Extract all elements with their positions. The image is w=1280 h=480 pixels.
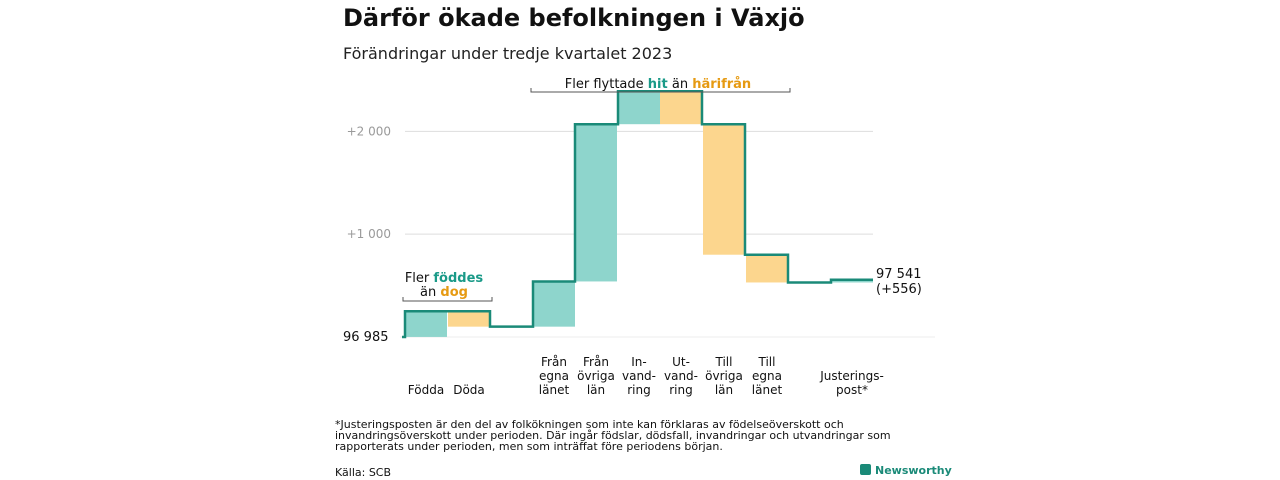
category-label: län [715,383,733,397]
end-change-label: (+556) [876,282,922,297]
waterfall-bar [831,279,873,283]
cumulative-step-line [402,90,873,339]
category-label: egna [539,369,569,383]
category-label: övriga [705,369,743,383]
waterfall-bar [703,124,745,255]
waterfall-bar [660,91,702,125]
category-label: Till [758,355,776,369]
footnote: *Justeringsposten är den del av folkökni… [335,418,891,453]
y-tick-label: +2 000 [347,124,391,138]
annotation-births-deaths-line2: än dog [420,285,468,300]
chart-title: Därför ökade befolkningen i Växjö [343,4,805,32]
category-label: Justerings- [819,369,884,383]
category-label: vand- [664,369,698,383]
waterfall-bar [448,311,490,327]
category-label: ring [627,383,651,397]
category-label: Döda [453,383,485,397]
category-label: länet [752,383,783,397]
category-label: post* [836,383,868,397]
category-label: vand- [622,369,656,383]
category-label: ring [669,383,693,397]
waterfall-bar [746,254,788,283]
annotation-births-deaths-line1: Fler föddes [405,271,484,286]
category-label: Ut- [672,355,690,369]
waterfall-bar [618,91,660,125]
end-value-label: 97 541 [876,267,922,282]
category-label: Födda [408,383,444,397]
waterfall-bar [533,281,575,327]
y-tick-label: +1 000 [347,227,391,241]
brand-name: Newsworthy [875,464,952,477]
chart-subtitle: Förändringar under tredje kvartalet 2023 [343,44,673,63]
annotation-migration: Fler flyttade hit än härifrån [565,77,751,92]
source-label: Källa: SCB [335,466,392,479]
newsworthy-icon [860,464,871,475]
annotation-bracket-migration [530,88,791,93]
start-value-label: 96 985 [343,330,389,345]
category-label: länet [539,383,570,397]
waterfall-bar [405,311,447,337]
waterfall-bar [575,124,617,282]
category-label: In- [631,355,646,369]
category-label: län [587,383,605,397]
annotation-bracket-births [402,297,493,302]
category-label: Från [583,355,609,369]
category-label: egna [752,369,782,383]
category-label: övriga [577,369,615,383]
brand-logo: Newsworthy [860,464,952,477]
category-label: Till [715,355,733,369]
category-label: Från [541,355,567,369]
